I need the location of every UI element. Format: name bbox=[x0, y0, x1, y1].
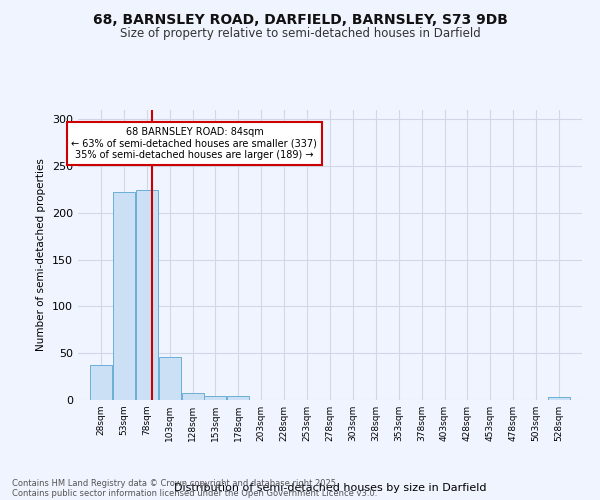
Y-axis label: Number of semi-detached properties: Number of semi-detached properties bbox=[37, 158, 46, 352]
Bar bbox=[548, 397, 570, 400]
Text: 68 BARNSLEY ROAD: 84sqm
← 63% of semi-detached houses are smaller (337)
35% of s: 68 BARNSLEY ROAD: 84sqm ← 63% of semi-de… bbox=[71, 127, 317, 160]
Bar bbox=[205, 396, 226, 400]
Bar bbox=[158, 357, 181, 400]
Bar bbox=[182, 392, 203, 400]
Text: 68, BARNSLEY ROAD, DARFIELD, BARNSLEY, S73 9DB: 68, BARNSLEY ROAD, DARFIELD, BARNSLEY, S… bbox=[92, 12, 508, 26]
Text: Size of property relative to semi-detached houses in Darfield: Size of property relative to semi-detach… bbox=[119, 28, 481, 40]
Bar bbox=[136, 190, 158, 400]
Text: Contains HM Land Registry data © Crown copyright and database right 2025.: Contains HM Land Registry data © Crown c… bbox=[12, 478, 338, 488]
Bar bbox=[90, 366, 112, 400]
Text: Contains public sector information licensed under the Open Government Licence v3: Contains public sector information licen… bbox=[12, 488, 377, 498]
X-axis label: Distribution of semi-detached houses by size in Darfield: Distribution of semi-detached houses by … bbox=[174, 483, 486, 493]
Bar bbox=[227, 396, 250, 400]
Bar bbox=[113, 192, 135, 400]
